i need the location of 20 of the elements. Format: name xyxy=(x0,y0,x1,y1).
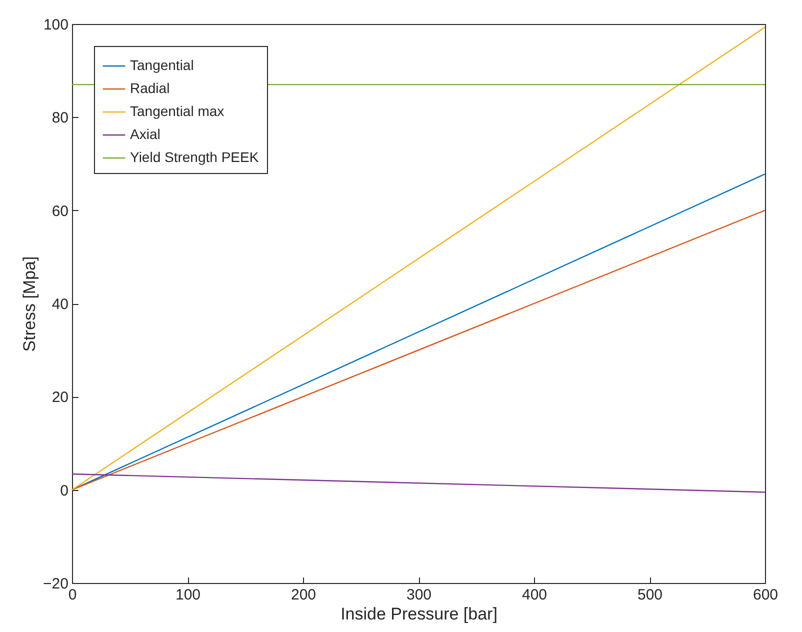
y-tick-label: 80 xyxy=(52,110,68,127)
y-tick-label: 20 xyxy=(52,389,68,406)
y-tick-label: 100 xyxy=(43,16,68,34)
legend-label: Tangential xyxy=(130,57,194,73)
x-tick-label: 400 xyxy=(522,586,548,604)
x-tick-label: 500 xyxy=(637,586,663,604)
x-tick-label: 100 xyxy=(175,586,201,604)
x-tick-label: 200 xyxy=(290,586,316,604)
legend-label: Radial xyxy=(130,80,170,96)
y-tick-label: −20 xyxy=(43,576,68,592)
y-tick-label: 0 xyxy=(60,482,68,500)
y-axis-title: Stress [Mpa] xyxy=(20,256,40,352)
x-axis-title: Inside Pressure [bar] xyxy=(340,604,498,624)
legend-label: Yield Strength PEEK xyxy=(130,149,260,165)
x-tick-label: 300 xyxy=(406,586,432,604)
y-tick-label: 40 xyxy=(52,296,68,313)
x-tick-label: 600 xyxy=(752,586,778,604)
legend-label: Tangential max xyxy=(130,103,224,119)
legend-label: Axial xyxy=(130,126,160,142)
y-tick-label: 60 xyxy=(52,202,68,220)
